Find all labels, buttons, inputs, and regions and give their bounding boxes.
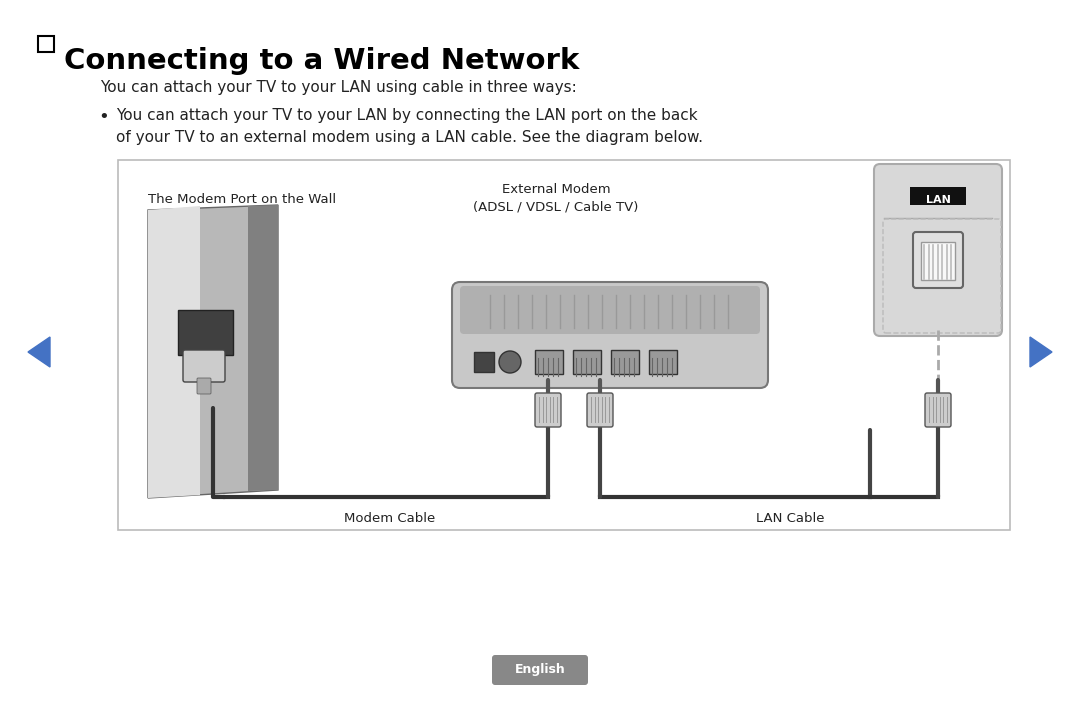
FancyBboxPatch shape xyxy=(874,164,1002,336)
Bar xyxy=(118,160,1010,530)
Text: You can attach your TV to your LAN by connecting the LAN port on the back: You can attach your TV to your LAN by co… xyxy=(116,108,698,123)
Polygon shape xyxy=(148,205,278,498)
Text: External Modem: External Modem xyxy=(502,183,610,196)
Text: The Modem Port on the Wall: The Modem Port on the Wall xyxy=(148,193,336,206)
FancyBboxPatch shape xyxy=(38,36,54,52)
Text: English: English xyxy=(515,663,565,677)
FancyBboxPatch shape xyxy=(535,393,561,427)
FancyBboxPatch shape xyxy=(197,378,211,394)
FancyBboxPatch shape xyxy=(921,242,955,280)
FancyBboxPatch shape xyxy=(183,350,225,382)
FancyBboxPatch shape xyxy=(492,655,588,685)
FancyBboxPatch shape xyxy=(178,310,233,355)
FancyBboxPatch shape xyxy=(649,350,677,374)
FancyBboxPatch shape xyxy=(611,350,639,374)
Text: Connecting to a Wired Network: Connecting to a Wired Network xyxy=(64,47,579,75)
Text: •: • xyxy=(98,108,109,126)
FancyBboxPatch shape xyxy=(588,393,613,427)
FancyBboxPatch shape xyxy=(460,286,760,334)
FancyBboxPatch shape xyxy=(924,393,951,427)
FancyBboxPatch shape xyxy=(453,282,768,388)
FancyBboxPatch shape xyxy=(910,187,966,205)
Text: TV Rear Panel: TV Rear Panel xyxy=(892,168,984,181)
Polygon shape xyxy=(248,205,278,491)
FancyBboxPatch shape xyxy=(913,232,963,288)
FancyBboxPatch shape xyxy=(573,350,600,374)
Text: You can attach your TV to your LAN using cable in three ways:: You can attach your TV to your LAN using… xyxy=(100,80,577,95)
Text: Modem Cable: Modem Cable xyxy=(345,512,435,525)
Text: LAN Cable: LAN Cable xyxy=(756,512,824,525)
Polygon shape xyxy=(148,206,200,498)
Text: of your TV to an external modem using a LAN cable. See the diagram below.: of your TV to an external modem using a … xyxy=(116,130,703,145)
Polygon shape xyxy=(28,337,50,367)
Circle shape xyxy=(499,351,521,373)
FancyBboxPatch shape xyxy=(474,352,494,372)
Text: LAN: LAN xyxy=(926,195,950,205)
FancyBboxPatch shape xyxy=(535,350,563,374)
Polygon shape xyxy=(1030,337,1052,367)
Text: (ADSL / VDSL / Cable TV): (ADSL / VDSL / Cable TV) xyxy=(473,200,638,213)
